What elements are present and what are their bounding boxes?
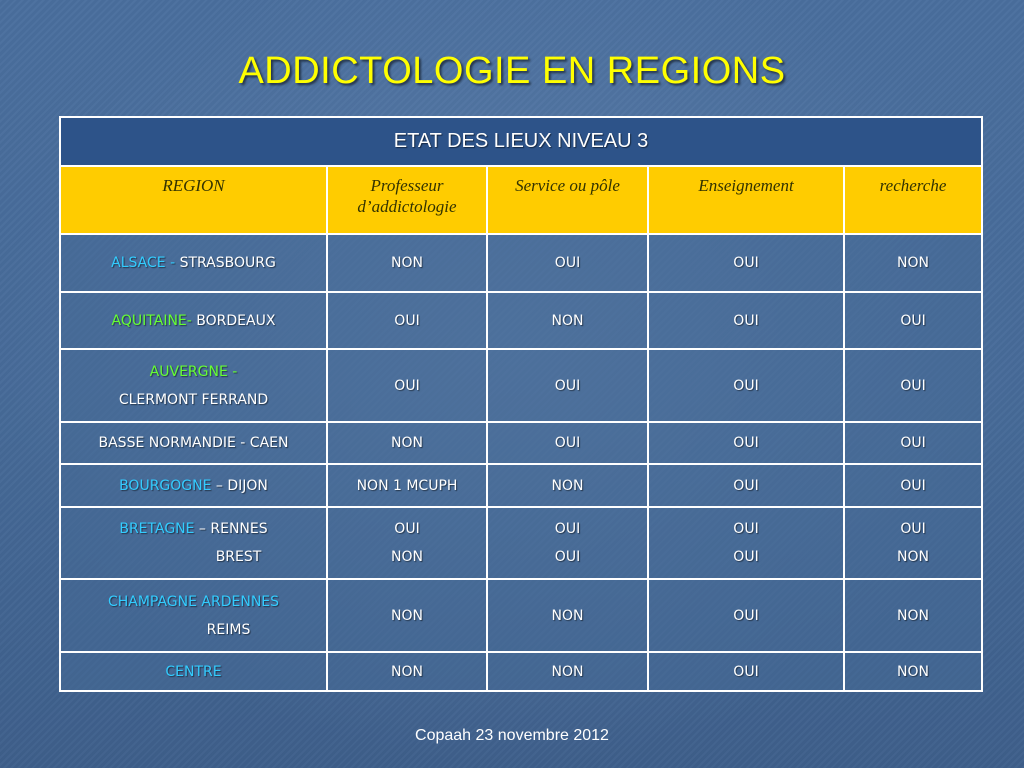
value-cell: NON (326, 421, 488, 465)
value-cell: OUI OUI (486, 506, 649, 580)
region-city: – RENNES (194, 521, 268, 537)
value-cell: NON (486, 651, 649, 692)
value-cell: OUI (326, 291, 488, 350)
value-cell: OUI (647, 651, 845, 692)
value-cell: OUI (486, 348, 649, 423)
region-name: CENTRE (165, 663, 222, 680)
value-line1: OUI (900, 521, 926, 537)
value-cell: OUI (842, 421, 984, 465)
header-service: Service ou pôle (486, 165, 649, 235)
table-header-row: REGION Professeur d’addictologie Service… (59, 165, 984, 235)
value-cell: OUI OUI (647, 506, 845, 580)
value-cell: NON (842, 233, 984, 293)
value-line2: OUI (554, 549, 581, 565)
value-cell: OUI (326, 348, 488, 423)
table-caption: ETAT DES LIEUX NIVEAU 3 (58, 116, 984, 167)
region-cell: BRETAGNE – RENNES BREST (59, 506, 328, 580)
header-recherche: recherche (842, 165, 984, 235)
region-separator: - (186, 312, 197, 329)
table-row: CENTRE NON NON OUI NON (59, 651, 984, 692)
value-cell: OUI (842, 463, 984, 508)
region-city: REIMS (206, 621, 251, 638)
region-name: ALSACE (111, 255, 166, 271)
region-cell: CHAMPAGNE ARDENNES REIMS (59, 578, 328, 653)
table-row: BRETAGNE – RENNES BREST OUI NON OUI OUI … (59, 506, 984, 580)
value-cell: OUI (647, 348, 845, 423)
value-line2: NON (391, 549, 423, 565)
value-line1: OUI (733, 521, 759, 537)
header-professeur-line1: Professeur (370, 176, 444, 195)
value-cell: OUI NON (842, 506, 984, 580)
region-line1: BRETAGNE – RENNES (61, 515, 326, 543)
region-city: STRASBOURG (179, 255, 276, 271)
value-line2: OUI (733, 549, 759, 565)
value-cell: OUI (842, 291, 984, 350)
region-cell: CENTRE (59, 651, 328, 692)
region-name: BRETAGNE (119, 521, 195, 537)
value-cell: NON 1 MCUPH (326, 463, 488, 508)
region-cell: BOURGOGNE – DIJON (59, 463, 328, 508)
region-name: AUVERGNE - (149, 363, 238, 380)
status-table: ETAT DES LIEUX NIVEAU 3 REGION Professeu… (58, 116, 984, 692)
region-name: AQUITAINE (111, 312, 187, 329)
header-enseignement: Enseignement (647, 165, 845, 235)
value-cell: OUI (647, 421, 845, 465)
slide-title: ADDICTOLOGIE EN REGIONS (238, 50, 786, 92)
value-cell: NON (842, 578, 984, 653)
region-name: CHAMPAGNE ARDENNES (107, 593, 280, 610)
value-line1: OUI (394, 521, 420, 537)
region-name: BASSE NORMANDIE - CAEN (98, 435, 289, 451)
value-cell: NON (326, 651, 488, 692)
table-row: AQUITAINE- BORDEAUX OUI NON OUI OUI (59, 291, 984, 350)
region-city: CLERMONT FERRAND (118, 391, 269, 408)
table-row: ALSACE - STRASBOURG NON OUI OUI NON (59, 233, 984, 293)
value-cell: OUI (647, 291, 845, 350)
region-city: – DIJON (211, 477, 268, 494)
table-row: CHAMPAGNE ARDENNES REIMS NON NON OUI NON (59, 578, 984, 653)
header-professeur-line2: d’addictologie (357, 197, 457, 216)
value-cell: NON (842, 651, 984, 692)
value-cell: NON (326, 578, 488, 653)
slide-footer: Copaah 23 novembre 2012 (415, 727, 609, 744)
table-row: BASSE NORMANDIE - CAEN NON OUI OUI OUI (59, 421, 984, 465)
value-cell: OUI (647, 578, 845, 653)
value-line1: OUI (554, 521, 581, 537)
value-cell: NON (486, 578, 649, 653)
value-line2: NON (897, 549, 929, 565)
value-cell: OUI (647, 463, 845, 508)
region-city-2: BREST (215, 549, 262, 565)
header-region: REGION (59, 165, 328, 235)
header-professeur: Professeur d’addictologie (326, 165, 488, 235)
value-cell: NON (326, 233, 488, 293)
region-cell: AUVERGNE - CLERMONT FERRAND (59, 348, 328, 423)
region-name: BOURGOGNE (119, 477, 212, 494)
table-row: AUVERGNE - CLERMONT FERRAND OUI OUI OUI … (59, 348, 984, 423)
value-cell: OUI NON (326, 506, 488, 580)
region-cell: AQUITAINE- BORDEAUX (59, 291, 328, 350)
value-cell: OUI (647, 233, 845, 293)
region-separator: - (165, 255, 180, 271)
region-city: BORDEAUX (196, 312, 276, 329)
value-cell: OUI (486, 421, 649, 465)
value-cell: OUI (842, 348, 984, 423)
table-row: BOURGOGNE – DIJON NON 1 MCUPH NON OUI OU… (59, 463, 984, 508)
value-cell: NON (486, 463, 649, 508)
value-cell: NON (486, 291, 649, 350)
region-cell: BASSE NORMANDIE - CAEN (59, 421, 328, 465)
status-table-container: ETAT DES LIEUX NIVEAU 3 REGION Professeu… (58, 116, 984, 692)
region-cell: ALSACE - STRASBOURG (59, 233, 328, 293)
value-cell: OUI (486, 233, 649, 293)
